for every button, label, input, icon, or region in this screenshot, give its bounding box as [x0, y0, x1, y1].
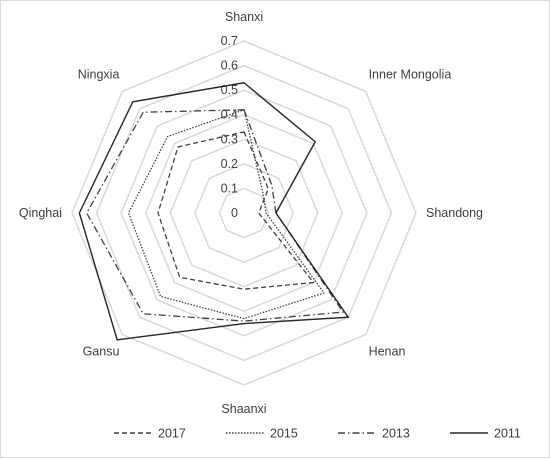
legend: 2017 2015 2013 2011: [114, 427, 521, 441]
series-line-2015: [127, 108, 325, 320]
grid-ring: [169, 138, 319, 288]
radial-tick-label: 0.7: [221, 34, 238, 48]
radial-tick-label: 0.2: [221, 157, 238, 171]
radial-tick-label: 0.6: [221, 59, 238, 73]
axis-label-qinghai: Qinghai: [19, 206, 62, 220]
series-line-2017: [157, 131, 315, 290]
radial-tick-labels: 00.10.20.30.40.50.60.7: [221, 34, 238, 220]
radar-grid: [71, 40, 417, 386]
legend-label-2015: 2015: [270, 427, 298, 441]
radial-tick-label: 0: [231, 206, 238, 220]
grid-ring: [144, 113, 344, 313]
axis-label-shandong: Shandong: [426, 206, 483, 220]
grid-ring: [71, 40, 417, 386]
axis-label-shaanxi: Shaanxi: [221, 402, 266, 416]
series-lines: [78, 82, 350, 341]
axis-labels: Shanxi Inner Mongolia Shandong Henan Shaanxi…: [19, 10, 483, 416]
legend-label-2017: 2017: [158, 427, 186, 441]
axis-label-shanxi: Shanxi: [225, 10, 263, 24]
grid-ring: [194, 163, 294, 263]
grid-ring: [218, 187, 270, 239]
axis-label-ningxia: Ningxia: [78, 67, 120, 81]
grid-ring: [120, 89, 368, 337]
axis-label-gansu: Gansu: [83, 345, 120, 359]
radial-tick-label: 0.1: [221, 181, 238, 195]
series-line-2013: [85, 109, 345, 322]
legend-label-2011: 2011: [494, 427, 521, 441]
series-line-2011: [78, 82, 350, 341]
legend-label-2013: 2013: [382, 427, 410, 441]
axis-label-henan: Henan: [369, 345, 406, 359]
axis-label-inner-mongolia: Inner Mongolia: [369, 67, 452, 81]
